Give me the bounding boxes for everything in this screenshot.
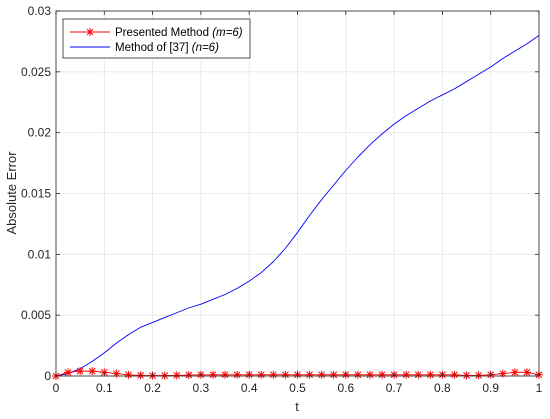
x-tick-label: 0.3 <box>193 381 210 395</box>
data-point-presented-method <box>305 370 314 379</box>
data-point-presented-method <box>498 369 507 378</box>
ticks: 0 0.1 0.2 0.3 0.4 0.5 0.6 0.7 0.8 0.9 1 0 0.005 0.01 0… <box>21 4 543 395</box>
x-tick-label: 0.9 <box>482 381 499 395</box>
data-point-presented-method <box>76 367 85 376</box>
x-tick-label: 0.6 <box>337 381 354 395</box>
data-point-presented-method <box>378 370 387 379</box>
legend-param-method-37: (n=6) <box>192 42 219 54</box>
x-tick-label: 0.8 <box>434 381 451 395</box>
y-tick-label: 0.015 <box>21 187 51 201</box>
x-tick-label: 0.7 <box>386 381 403 395</box>
data-point-presented-method <box>124 370 133 379</box>
data-point-presented-method <box>462 371 471 380</box>
x-axis-label: t <box>295 399 299 414</box>
y-tick-label: 0.005 <box>21 308 51 322</box>
legend-name-method-37: Method of [37] <box>115 42 189 54</box>
data-point-presented-method <box>281 370 290 379</box>
data-point-presented-method <box>365 370 374 379</box>
x-tick-label: 0.1 <box>96 381 113 395</box>
x-tick-label: 1 <box>536 381 543 395</box>
data-point-presented-method <box>510 368 519 377</box>
legend-box <box>62 18 251 59</box>
data-point-presented-method <box>172 371 181 380</box>
data-point-presented-method <box>269 370 278 379</box>
data-point-presented-method <box>257 370 266 379</box>
legend-param-presented-method: (m=6) <box>212 27 243 39</box>
y-axis-label: Absolute Error <box>4 151 19 235</box>
legend-entry-presented-method: Presented Method (m=6) <box>70 27 243 39</box>
y-tick-label: 0.02 <box>28 126 52 140</box>
legend-marker-presented-method <box>86 28 94 36</box>
legend-label-method-37: Method of [37] (n=6) <box>115 42 219 54</box>
data-point-presented-method <box>522 368 531 377</box>
legend-entry-method-37: Method of [37] (n=6) <box>70 42 219 54</box>
data-point-presented-method <box>414 370 423 379</box>
data-point-presented-method <box>450 370 459 379</box>
data-point-presented-method <box>329 370 338 379</box>
y-tick-label: 0.025 <box>21 65 51 79</box>
data-point-presented-method <box>317 370 326 379</box>
x-tick-label: 0.4 <box>241 381 258 395</box>
legend-label-presented-method: Presented Method (m=6) <box>115 27 243 39</box>
data-point-presented-method <box>233 370 242 379</box>
y-tick-label: 0.01 <box>28 247 52 261</box>
legend-name-presented-method: Presented Method <box>115 27 209 39</box>
data-point-presented-method <box>208 370 217 379</box>
data-point-presented-method <box>474 371 483 380</box>
series-line-method-37 <box>55 34 540 377</box>
data-point-presented-method <box>136 371 145 380</box>
x-tick-label: 0.5 <box>289 381 306 395</box>
legend: Presented Method (m=6) Method of [37] (n… <box>62 18 251 59</box>
data-point-presented-method <box>221 370 230 379</box>
data-point-presented-method <box>402 370 411 379</box>
data-point-presented-method <box>64 368 73 377</box>
x-tick-label: 0.2 <box>144 381 161 395</box>
data-point-presented-method <box>184 371 193 380</box>
y-tick-label: 0 <box>44 369 51 383</box>
data-point-presented-method <box>88 367 97 376</box>
data-point-presented-method <box>353 370 362 379</box>
y-tick-label: 0.03 <box>28 4 52 18</box>
data-point-presented-method <box>426 370 435 379</box>
x-tick-label: 0 <box>53 381 60 395</box>
